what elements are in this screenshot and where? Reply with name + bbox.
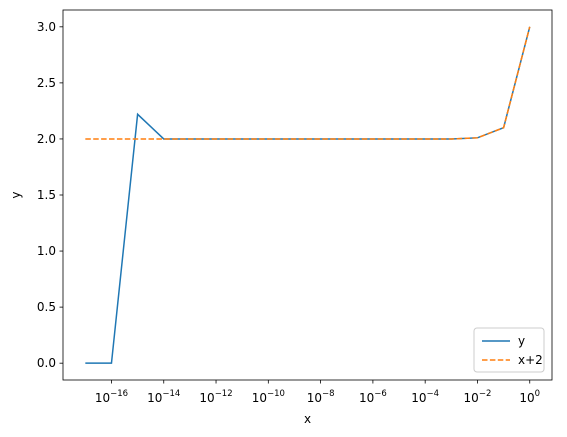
x-tick-label: 10−14 (147, 389, 180, 405)
y-tick-label: 1.0 (37, 244, 56, 258)
x-tick-label: 10−16 (95, 389, 128, 405)
y-tick-label: 2.5 (37, 76, 56, 90)
legend-box (473, 327, 545, 373)
series-line (85, 26, 531, 140)
y-tick-label: 2.0 (37, 132, 56, 146)
x-tick-label: 10−8 (307, 389, 335, 405)
x-tick-label: 10−10 (252, 389, 285, 405)
x-axis-label: x (304, 412, 311, 426)
x-tick-label: 100 (519, 389, 540, 405)
y-tick-label: 1.5 (37, 188, 56, 202)
y-tick-label: 3.0 (37, 20, 56, 34)
x-tick-label: 10−12 (199, 389, 232, 405)
legend-label: y (518, 334, 525, 348)
x-tick-label: 10−2 (464, 389, 492, 405)
x-tick-label: 10−4 (411, 389, 439, 405)
y-tick-label: 0.0 (37, 356, 56, 370)
series-line (85, 26, 531, 364)
y-tick-label: 0.5 (37, 300, 56, 314)
plot-frame (62, 9, 553, 381)
legend-label: x+2 (518, 353, 543, 367)
x-tick-label: 10−6 (359, 389, 387, 405)
y-axis-label: y (9, 191, 23, 198)
